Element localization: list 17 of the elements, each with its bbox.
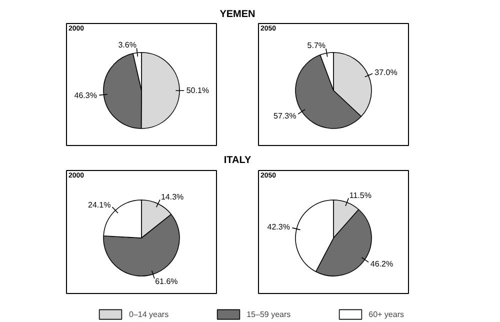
data-label: 61.6% (155, 276, 178, 286)
legend-label: 60+ years (368, 310, 404, 318)
data-label: 24.1% (88, 200, 111, 210)
data-label: 11.5% (349, 190, 372, 200)
text: YEMEN (220, 9, 256, 20)
data-label: 5.7% (307, 41, 326, 50)
text: ITALY (224, 155, 252, 166)
legend-label: 0–14 years (129, 310, 169, 318)
data-label: 37.0% (374, 68, 398, 77)
data-label: 46.2% (370, 259, 394, 268)
data-label: 14.3% (160, 192, 184, 202)
data-label: 50.1% (186, 86, 210, 96)
data-label: 3.6% (118, 40, 136, 50)
legend-label: 15–59 years (246, 310, 291, 318)
data-label: 46.3% (74, 91, 97, 100)
data-label: 57.3% (273, 111, 296, 120)
data-label: 42.3% (267, 222, 290, 232)
